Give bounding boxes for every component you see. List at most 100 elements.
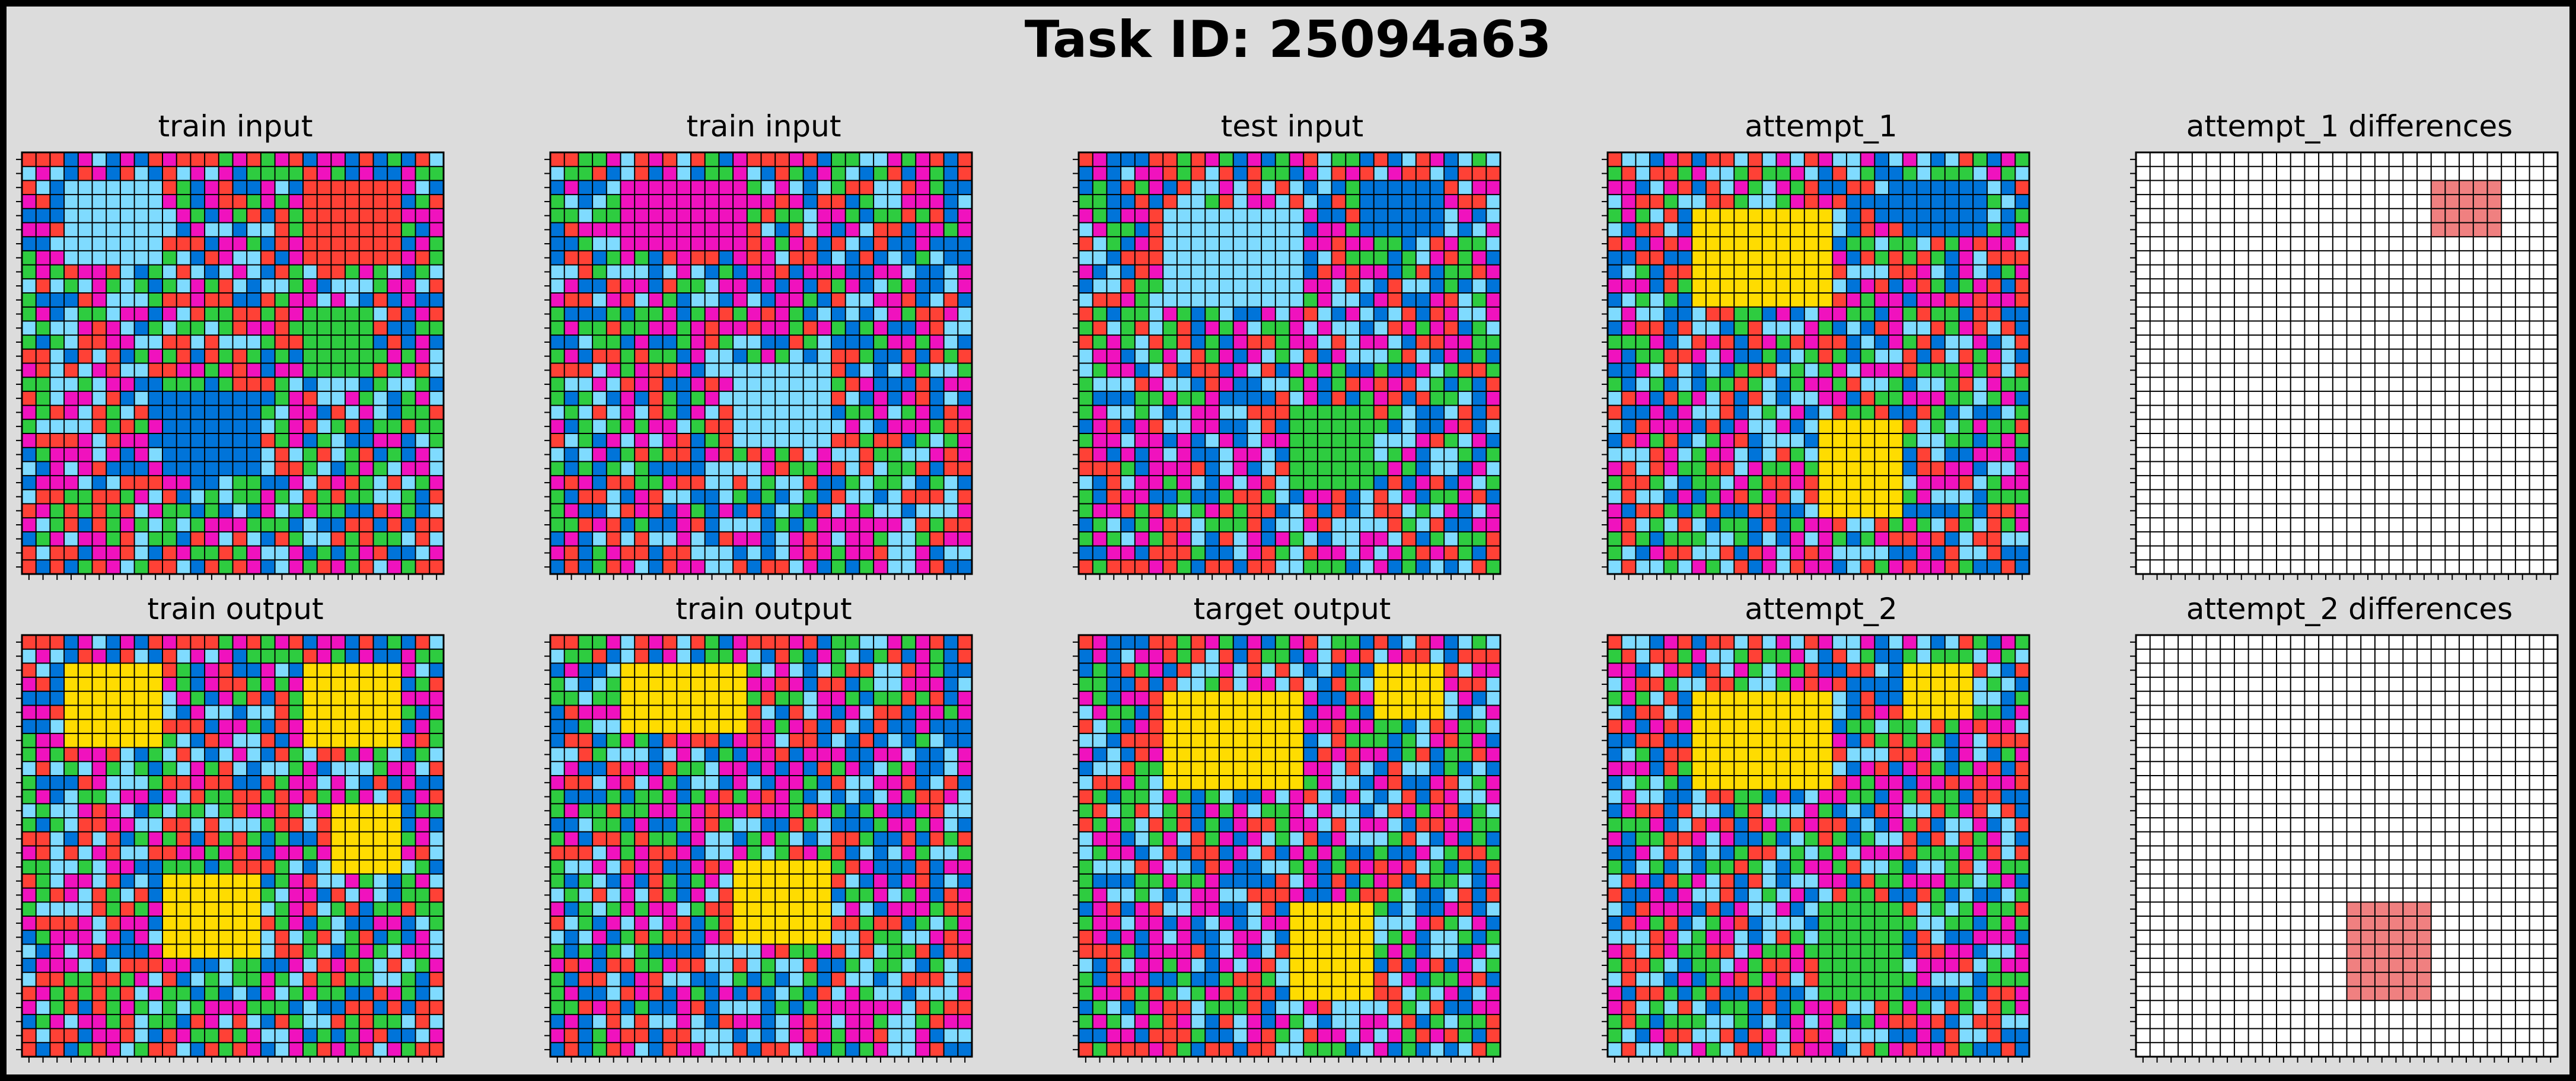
grid-cell — [2529, 377, 2544, 392]
grid-cell — [303, 208, 317, 223]
grid-cell — [1931, 250, 1946, 265]
grid-cell — [2192, 560, 2207, 575]
grid-cell — [2374, 335, 2389, 350]
grid-cell — [345, 237, 360, 251]
grid-cell — [429, 560, 444, 575]
grid-cell — [1092, 335, 1107, 350]
grid-cell — [1832, 560, 1847, 575]
grid-cell — [733, 293, 748, 307]
grid-cell — [943, 377, 958, 392]
grid-cell — [1776, 405, 1791, 420]
grid-cell — [176, 363, 191, 378]
grid-cell — [817, 335, 832, 350]
grid-cell — [1303, 433, 1318, 448]
grid-cell — [719, 518, 734, 532]
grid-cell — [1973, 531, 1988, 546]
grid-cell — [2473, 503, 2488, 518]
grid-cell — [2374, 363, 2389, 378]
grid-cell — [929, 293, 944, 307]
grid-cell — [1748, 208, 1762, 223]
grid-cell — [92, 546, 107, 560]
grid-cell — [331, 531, 346, 546]
grid-cell — [1720, 264, 1735, 279]
grid-cell — [958, 433, 973, 448]
grid-cell — [1748, 489, 1762, 504]
grid-cell — [1776, 264, 1791, 279]
grid-cell — [859, 307, 874, 321]
grid-cell — [2290, 476, 2305, 490]
grid-cell — [331, 180, 346, 195]
grid-cell — [401, 419, 416, 434]
grid-cell — [1360, 166, 1374, 181]
grid-cell — [2487, 152, 2502, 167]
grid-cell — [2164, 518, 2179, 532]
grid-cell — [1832, 405, 1847, 420]
grid-cell — [415, 363, 430, 378]
grid-cell — [1790, 489, 1805, 504]
grid-cell — [2543, 335, 2558, 350]
grid-cell — [2015, 166, 2030, 181]
grid-cell — [1402, 419, 1417, 434]
grid-cell — [1846, 264, 1861, 279]
grid-cell — [1233, 237, 1248, 251]
grid-cell — [916, 237, 930, 251]
grid-cell — [1860, 447, 1875, 462]
grid-cell — [2347, 166, 2361, 181]
grid-cell — [2361, 546, 2376, 560]
grid-cell — [232, 152, 247, 167]
grid-cell — [1261, 180, 1276, 195]
grid-cell — [162, 237, 177, 251]
grid-cell — [1678, 531, 1692, 546]
grid-cell — [36, 391, 50, 406]
grid-cell — [1317, 307, 1332, 321]
grid-cell — [845, 250, 860, 265]
grid-cell — [620, 489, 635, 504]
grid-cell — [606, 518, 621, 532]
grid-cell — [916, 476, 930, 490]
grid-cell — [1692, 476, 1707, 490]
grid-cell — [1107, 264, 1121, 279]
grid-cell — [2487, 546, 2502, 560]
grid-cell — [2445, 264, 2460, 279]
grid-cell — [2277, 503, 2291, 518]
grid-cell — [550, 363, 565, 378]
grid-cell — [2304, 250, 2319, 265]
grid-cell — [1973, 546, 1988, 560]
grid-cell — [1415, 307, 1430, 321]
grid-cell — [831, 335, 846, 350]
grid-cell — [289, 405, 304, 420]
grid-cell — [2150, 222, 2164, 237]
grid-cell — [704, 489, 719, 504]
grid-cell — [2361, 208, 2376, 223]
grid-cell — [704, 279, 719, 294]
grid-cell — [1373, 405, 1388, 420]
grid-cell — [1486, 531, 1501, 546]
grid-cell — [1177, 518, 1191, 532]
grid-cell — [1987, 546, 2001, 560]
grid-cell — [2529, 349, 2544, 363]
grid-cell — [120, 321, 135, 336]
grid-cell — [1303, 489, 1318, 504]
grid-cell — [120, 363, 135, 378]
grid-cell — [648, 560, 663, 575]
grid-cell — [373, 447, 388, 462]
grid-cell — [1219, 419, 1233, 434]
grid-cell — [2164, 321, 2179, 336]
grid-cell — [1832, 531, 1847, 546]
grid-cell — [719, 222, 734, 237]
grid-cell — [317, 518, 331, 532]
grid-cell — [1247, 377, 1262, 392]
grid-cell — [2206, 194, 2221, 209]
grid-cell — [106, 166, 121, 181]
grid-cell — [2361, 335, 2376, 350]
grid-cell — [662, 180, 677, 195]
grid-cell — [803, 335, 818, 350]
grid-cell — [1776, 166, 1791, 181]
grid-cell — [359, 531, 374, 546]
grid-cell — [761, 208, 776, 223]
grid-cell — [275, 419, 289, 434]
grid-cell — [1790, 279, 1805, 294]
grid-cell — [1346, 307, 1360, 321]
grid-cell — [1734, 461, 1749, 476]
grid-lines — [21, 152, 444, 575]
